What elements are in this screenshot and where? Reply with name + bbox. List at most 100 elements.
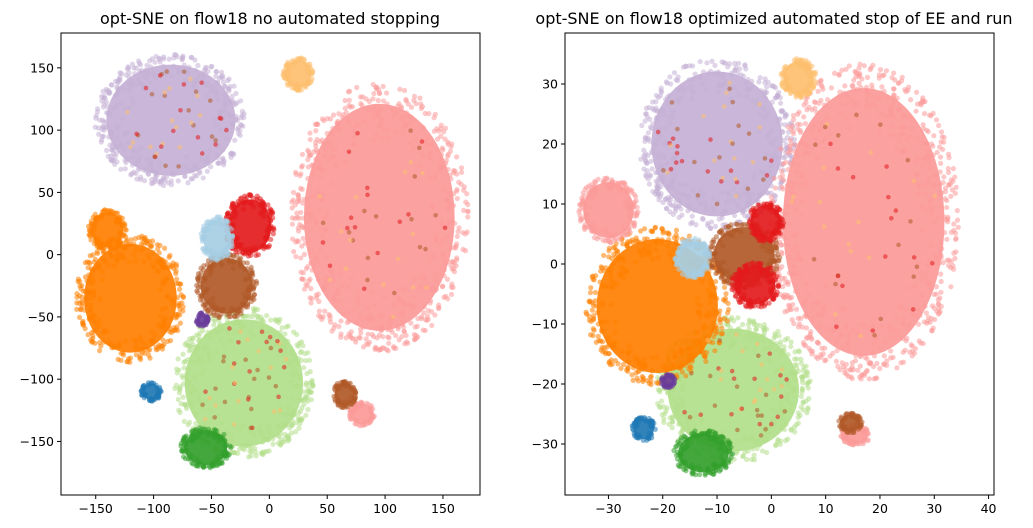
data-point <box>692 71 698 77</box>
data-point <box>104 147 110 153</box>
data-point <box>799 198 805 205</box>
data-point <box>638 228 644 234</box>
data-point <box>642 118 648 124</box>
data-point <box>297 397 303 403</box>
data-point <box>329 268 335 274</box>
data-point <box>763 345 769 352</box>
data-point <box>612 319 619 326</box>
data-point <box>667 92 673 99</box>
data-point <box>319 232 326 238</box>
data-point <box>318 174 324 180</box>
data-point <box>305 263 311 270</box>
data-point <box>612 357 619 364</box>
data-point <box>205 432 211 438</box>
data-point <box>210 254 216 260</box>
data-point <box>886 325 892 331</box>
data-point <box>434 147 440 153</box>
data-point <box>653 92 660 99</box>
data-point <box>892 334 898 340</box>
data-point <box>945 214 951 220</box>
data-point <box>953 184 959 190</box>
data-point <box>608 270 614 276</box>
data-point <box>328 181 334 187</box>
data-point <box>295 225 301 231</box>
data-point <box>697 313 703 320</box>
data-point <box>346 230 352 235</box>
data-point <box>224 127 229 133</box>
data-point <box>939 190 945 196</box>
data-point <box>760 325 766 331</box>
data-point <box>742 449 748 455</box>
data-point <box>317 194 322 199</box>
data-point <box>114 134 120 141</box>
data-point <box>241 301 247 308</box>
data-point <box>720 429 726 435</box>
data-point <box>289 199 295 205</box>
data-point <box>220 253 226 259</box>
data-point <box>788 401 795 408</box>
data-point <box>334 290 341 297</box>
data-point <box>684 422 690 428</box>
data-point <box>201 226 208 232</box>
data-point <box>768 194 774 200</box>
data-point <box>206 350 212 356</box>
data-point <box>162 245 168 251</box>
data-point <box>595 333 601 339</box>
data-point <box>877 130 883 136</box>
data-point <box>80 320 86 326</box>
data-point <box>653 169 659 176</box>
data-point <box>576 209 582 215</box>
data-point <box>292 61 298 67</box>
data-point <box>335 127 341 134</box>
data-point <box>647 374 654 380</box>
y-tick-label: 0 <box>46 247 54 262</box>
data-point <box>916 184 922 190</box>
data-point <box>935 297 941 303</box>
data-point <box>139 391 145 398</box>
data-point <box>794 365 800 371</box>
data-point <box>802 121 809 127</box>
data-point <box>134 131 139 137</box>
data-point <box>282 331 288 337</box>
data-point <box>289 430 295 436</box>
data-point <box>232 209 238 215</box>
data-point <box>200 348 207 354</box>
data-point <box>309 296 315 302</box>
data-point <box>837 110 843 116</box>
data-point <box>586 317 593 323</box>
data-point <box>175 311 182 317</box>
data-point <box>691 422 697 428</box>
data-point <box>206 227 212 234</box>
data-point <box>784 308 791 314</box>
data-point <box>887 132 893 138</box>
data-point <box>913 158 919 164</box>
data-point <box>899 314 906 321</box>
data-point <box>441 273 447 279</box>
data-point <box>231 361 237 366</box>
data-point <box>672 353 678 359</box>
data-point <box>299 405 305 411</box>
data-point <box>116 85 122 92</box>
data-point <box>913 108 919 114</box>
data-point <box>282 411 288 417</box>
data-point <box>205 153 211 160</box>
data-point <box>188 390 195 397</box>
data-point <box>355 130 360 136</box>
data-point <box>157 313 164 319</box>
data-point <box>699 215 706 222</box>
data-point <box>380 98 387 104</box>
data-point <box>95 125 102 131</box>
data-point <box>676 197 682 204</box>
data-point <box>178 107 183 113</box>
data-point <box>218 420 224 426</box>
data-point <box>647 243 653 249</box>
data-point <box>180 446 186 452</box>
data-point <box>787 160 793 167</box>
data-point <box>145 347 151 354</box>
data-point <box>775 366 781 373</box>
data-point <box>309 379 315 385</box>
data-point <box>277 334 283 340</box>
data-point <box>717 82 723 88</box>
data-point <box>300 235 306 242</box>
data-point <box>296 425 302 431</box>
